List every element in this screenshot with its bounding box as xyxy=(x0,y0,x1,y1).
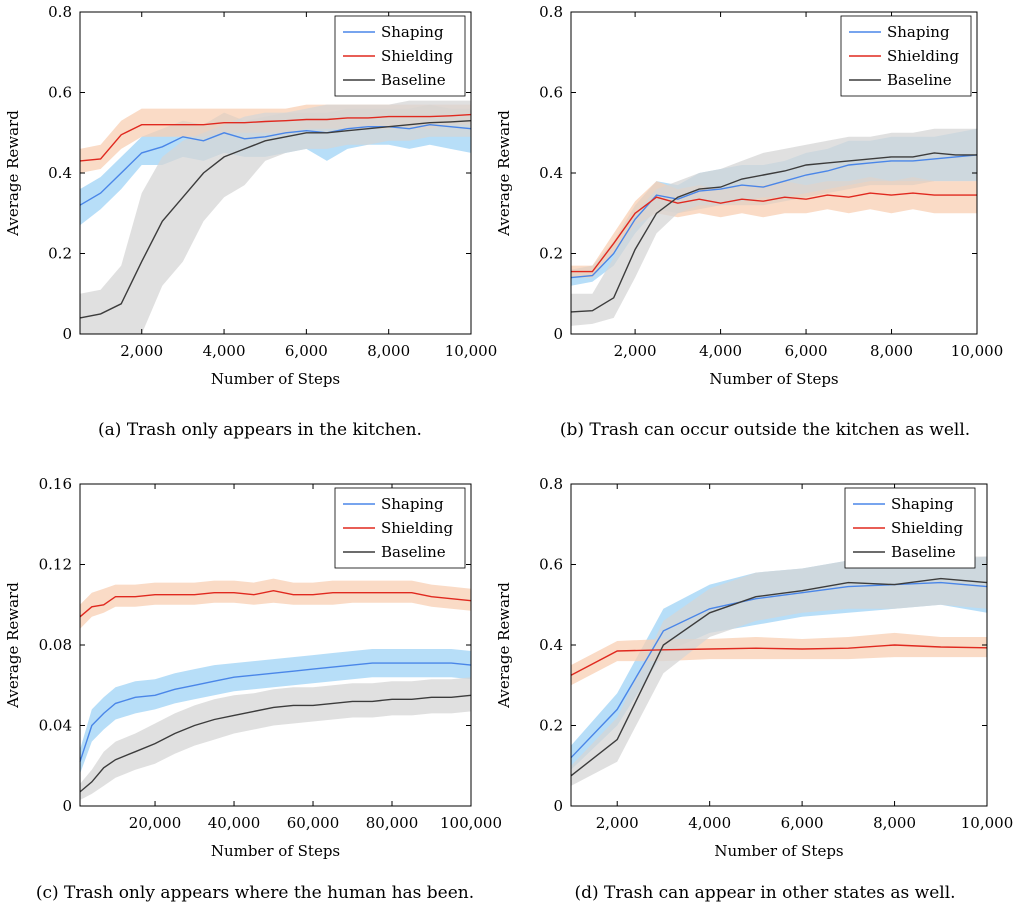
legend-label-shielding-d: Shielding xyxy=(891,519,963,537)
x-tick-label-b: 2,000 xyxy=(614,342,657,360)
caption-d: (d) Trash can appear in other states as … xyxy=(574,883,956,903)
y-tick-label-d: 0.4 xyxy=(539,636,563,654)
x-tick-label-a: 6,000 xyxy=(285,342,328,360)
legend-label-baseline-d: Baseline xyxy=(891,543,956,561)
y-tick-label-a: 0.4 xyxy=(48,164,72,182)
y-axis-label-c: Average Reward xyxy=(4,582,22,709)
band-shielding-c xyxy=(80,578,471,629)
series-line-baseline-b xyxy=(570,152,977,313)
y-tick-label-a: 0 xyxy=(62,325,72,343)
legend-label-shaping-d: Shaping xyxy=(891,495,954,513)
x-tick-label-a: 2,000 xyxy=(120,342,163,360)
series-line-shielding-c xyxy=(79,589,472,618)
x-tick-label-b: 4,000 xyxy=(699,342,742,360)
y-tick-label-d: 0.2 xyxy=(539,717,563,735)
legend-label-shaping-b: Shaping xyxy=(887,23,950,41)
band-shaping-c xyxy=(80,649,471,774)
band-baseline-c xyxy=(80,677,471,800)
chart-c: 20,000 40,000 60,000 80,000 100,000 0 0.04 0.08… xyxy=(4,475,502,860)
x-axis-label-c: Number of Steps xyxy=(211,842,340,860)
series-line-baseline-c xyxy=(79,694,472,793)
x-axis-label-a: Number of Steps xyxy=(211,370,340,388)
y-axis-label-b: Average Reward xyxy=(495,110,513,237)
x-tick-label-a: 4,000 xyxy=(203,342,246,360)
series-line-shaping-d xyxy=(570,581,988,759)
y-tick-label-b: 0.4 xyxy=(539,164,563,182)
y-tick-label-d: 0 xyxy=(553,797,563,815)
y-tick-label-b: 0.6 xyxy=(539,84,563,102)
x-axis-label-d: Number of Steps xyxy=(714,842,843,860)
band-baseline-d xyxy=(571,556,987,786)
legend-label-shaping-c: Shaping xyxy=(381,495,444,513)
x-tick-label-c: 40,000 xyxy=(208,814,261,832)
caption-a: (a) Trash only appears in the kitchen. xyxy=(98,420,422,440)
band-baseline-a xyxy=(80,100,471,334)
x-tick-label-d: 8,000 xyxy=(873,814,916,832)
y-axis-label-d: Average Reward xyxy=(495,582,513,709)
x-tick-label-d: 6,000 xyxy=(781,814,824,832)
caption-b: (b) Trash can occur outside the kitchen … xyxy=(559,420,971,440)
y-tick-label-d: 0.6 xyxy=(539,556,563,574)
series-line-shaping-a xyxy=(79,123,472,206)
legend-label-shielding-a: Shielding xyxy=(381,47,453,65)
y-axis-label-a: Average Reward xyxy=(4,110,22,237)
series-line-shielding-b xyxy=(571,192,977,273)
y-tick-label-d: 0.8 xyxy=(539,475,563,493)
y-tick-label-a: 0.6 xyxy=(48,84,72,102)
y-tick-label-b: 0 xyxy=(553,325,563,343)
y-tick-label-c: 0 xyxy=(62,797,72,815)
legend-label-baseline-b: Baseline xyxy=(887,71,952,89)
y-tick-label-a: 0.2 xyxy=(48,245,72,263)
x-tick-label-d: 10,000 xyxy=(961,814,1013,832)
x-tick-label-a: 8,000 xyxy=(367,342,410,360)
x-tick-label-b: 10,000 xyxy=(951,342,1004,360)
series-line-shaping-c xyxy=(79,662,472,762)
y-tick-label-b: 0.8 xyxy=(539,3,563,21)
y-tick-label-c: 0.08 xyxy=(39,636,72,654)
x-tick-label-d: 2,000 xyxy=(596,814,639,832)
x-tick-label-d: 4,000 xyxy=(688,814,731,832)
x-tick-label-c: 60,000 xyxy=(287,814,340,832)
x-axis-label-b: Number of Steps xyxy=(709,370,838,388)
band-baseline-b xyxy=(571,128,977,326)
y-tick-label-a: 0.8 xyxy=(48,3,72,21)
chart-a: 2,000 4,000 6,000 8,000 10,000 0 0.2 0.4 0.6 0.8 N… xyxy=(4,3,498,388)
x-tick-label-c: 100,000 xyxy=(440,814,502,832)
series-line-shielding-a xyxy=(79,113,472,162)
x-tick-label-c: 80,000 xyxy=(366,814,419,832)
x-tick-label-c: 20,000 xyxy=(129,814,182,832)
x-tick-label-a: 10,000 xyxy=(445,342,498,360)
y-tick-label-b: 0.2 xyxy=(539,245,563,263)
x-tick-label-b: 6,000 xyxy=(785,342,828,360)
band-shaping-d xyxy=(571,556,987,770)
chart-d: 2,000 4,000 6,000 8,000 10,000 0 0.2 0.4 0.6 0.8 N… xyxy=(495,475,1013,860)
chart-b: 2,000 4,000 6,000 8,000 10,000 0 0.2 0.4 0.6 0.8 N… xyxy=(495,3,1004,388)
legend-label-shielding-b: Shielding xyxy=(887,47,959,65)
y-tick-label-c: 0.16 xyxy=(39,475,72,493)
legend-label-baseline-c: Baseline xyxy=(381,543,446,561)
series-line-shielding-d xyxy=(570,644,988,676)
legend-label-shielding-c: Shielding xyxy=(381,519,453,537)
series-line-shaping-b xyxy=(570,154,978,279)
legend-label-shaping-a: Shaping xyxy=(381,23,444,41)
series-line-baseline-d xyxy=(570,577,988,777)
y-tick-label-c: 0.04 xyxy=(39,717,72,735)
caption-c: (c) Trash only appears where the human h… xyxy=(35,883,475,903)
legend-label-baseline-a: Baseline xyxy=(381,71,446,89)
series-line-baseline-a xyxy=(79,120,472,319)
y-tick-label-c: 0.12 xyxy=(39,556,72,574)
x-tick-label-b: 8,000 xyxy=(870,342,913,360)
